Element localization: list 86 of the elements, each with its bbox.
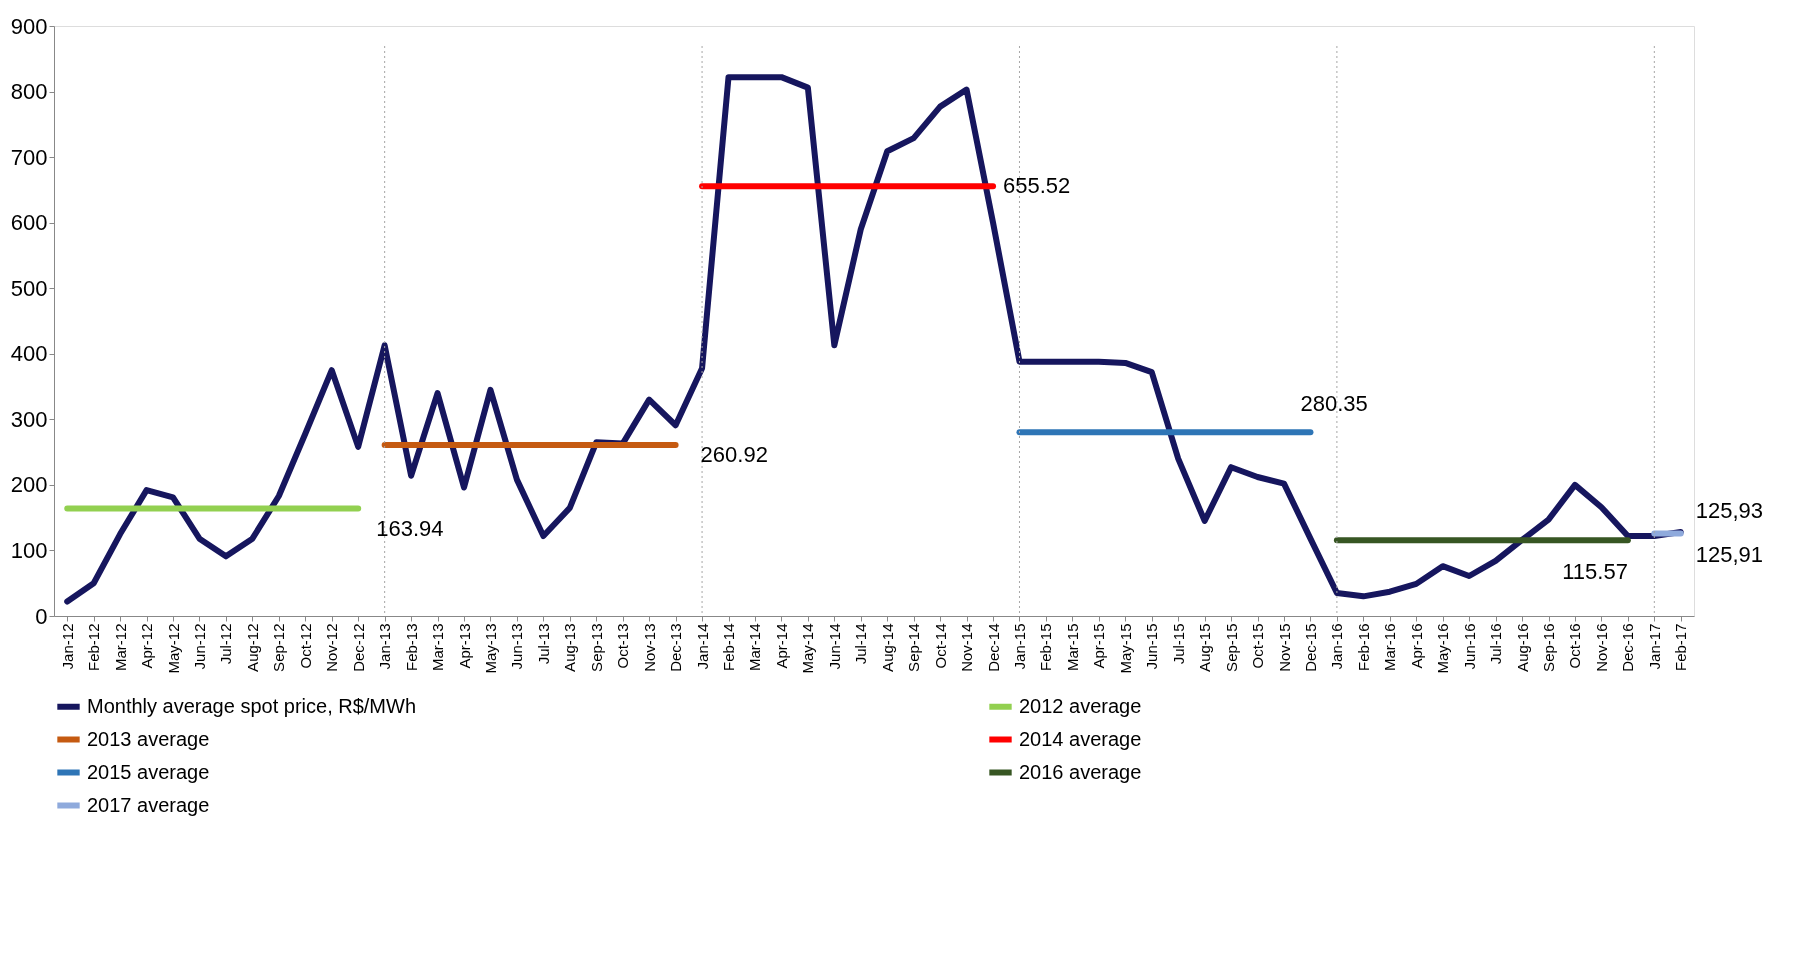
x-tick-label: Aug-13 [561, 623, 579, 672]
x-tick-label: Oct-12 [296, 623, 314, 669]
x-tick-label: Oct-13 [614, 623, 632, 669]
legend-label: 2016 average [1019, 760, 1142, 783]
x-tick-label: Dec-12 [349, 623, 367, 672]
x-tick-label: Jul-13 [534, 623, 552, 665]
x-tick-label: Aug-14 [878, 623, 896, 672]
x-tick-label: Jan-12 [58, 623, 76, 670]
x-tick-label: Mar-15 [1063, 623, 1081, 672]
x-tick-label: May-12 [164, 623, 182, 674]
x-tick-label: Nov-12 [323, 623, 341, 672]
x-tick-label: Apr-16 [1407, 623, 1425, 669]
y-tick-label: 500 [10, 275, 48, 301]
x-tick-label: Jun-15 [1143, 623, 1161, 670]
x-tick-label: Mar-16 [1381, 623, 1399, 672]
x-tick-label: Apr-12 [138, 623, 156, 669]
x-tick-label: Feb-13 [402, 623, 420, 672]
x-tick-label: Jan-16 [1328, 623, 1346, 670]
x-tick-label: Sep-12 [270, 623, 288, 672]
x-tick-label: Jan-13 [376, 623, 394, 670]
legend-label: 2017 average [87, 793, 210, 816]
y-tick-label: 100 [10, 537, 48, 563]
x-tick-label: May-15 [1116, 623, 1134, 674]
y-tick-label: 0 [35, 603, 48, 629]
annotation: 115.57 [1562, 559, 1628, 585]
x-tick-label: May-16 [1434, 623, 1452, 674]
x-tick-label: Apr-14 [772, 623, 790, 669]
annotation: 163.94 [376, 515, 444, 541]
legend-label: 2013 average [87, 727, 210, 750]
x-tick-label: Jun-12 [190, 623, 208, 670]
x-tick-label: Feb-14 [720, 623, 738, 672]
x-tick-label: Aug-12 [243, 623, 261, 672]
x-tick-label: Dec-16 [1619, 623, 1637, 672]
x-tick-label: Dec-13 [667, 623, 685, 672]
annotation: 280.35 [1300, 391, 1368, 417]
y-tick-label: 400 [10, 341, 48, 367]
x-tick-label: May-13 [481, 623, 499, 674]
x-tick-label: Oct-15 [1249, 623, 1267, 669]
x-tick-label: Jun-14 [825, 623, 843, 670]
x-tick-label: Apr-15 [1090, 623, 1108, 669]
x-tick-label: Mar-14 [746, 623, 764, 672]
annotation: 125,91 [1695, 542, 1764, 568]
x-tick-label: Jan-15 [1010, 623, 1028, 670]
x-tick-label: Feb-17 [1672, 623, 1690, 672]
x-tick-label: May-14 [799, 623, 817, 674]
x-tick-label: Mar-12 [111, 623, 129, 672]
x-tick-label: Dec-15 [1301, 623, 1319, 672]
x-tick-label: Sep-15 [1222, 623, 1240, 672]
legend-label: 2012 average [1019, 694, 1142, 717]
x-tick-label: Nov-13 [640, 623, 658, 672]
x-tick-label: Jan-14 [693, 623, 711, 670]
y-tick-label: 200 [10, 472, 48, 498]
x-tick-label: Mar-13 [429, 623, 447, 672]
x-tick-label: Jul-12 [217, 623, 235, 665]
annotation: 655.52 [1003, 173, 1071, 199]
x-tick-label: Jan-17 [1645, 623, 1663, 670]
x-tick-label: Apr-13 [455, 623, 473, 669]
x-tick-label: Jul-15 [1169, 623, 1187, 665]
x-tick-label: Oct-16 [1566, 623, 1584, 669]
x-tick-label: Nov-14 [958, 623, 976, 672]
x-tick-label: Dec-14 [984, 623, 1002, 672]
legend-label: 2015 average [87, 760, 210, 783]
x-tick-label: Feb-12 [85, 623, 103, 672]
x-tick-label: Aug-16 [1513, 623, 1531, 672]
x-tick-label: Feb-16 [1354, 623, 1372, 672]
legend-label: 2014 average [1019, 727, 1142, 750]
annotation: 125,93 [1695, 498, 1764, 524]
x-tick-label: Aug-15 [1196, 623, 1214, 672]
legend-label: Monthly average spot price, R$/MWh [87, 694, 417, 717]
x-tick-label: Sep-14 [905, 623, 923, 672]
x-tick-label: Feb-15 [1037, 623, 1055, 672]
y-tick-label: 900 [10, 13, 48, 39]
x-tick-label: Oct-14 [931, 623, 949, 669]
y-tick-label: 700 [10, 144, 48, 170]
x-tick-label: Sep-13 [587, 623, 605, 672]
x-tick-label: Nov-15 [1275, 623, 1293, 672]
x-tick-label: Jun-16 [1460, 623, 1478, 670]
x-tick-label: Jul-14 [852, 623, 870, 665]
x-tick-label: Nov-16 [1592, 623, 1610, 672]
annotation: 260.92 [700, 441, 768, 467]
y-tick-label: 800 [10, 79, 48, 105]
y-tick-label: 300 [10, 406, 48, 432]
x-tick-label: Jun-13 [508, 623, 526, 670]
y-tick-label: 600 [10, 210, 48, 236]
x-tick-label: Sep-16 [1540, 623, 1558, 672]
x-tick-label: Jul-16 [1487, 623, 1505, 665]
